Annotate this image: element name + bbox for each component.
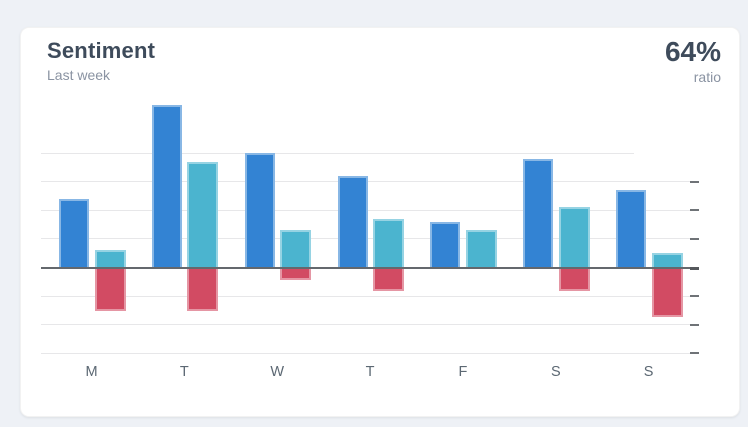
card-title: Sentiment — [47, 38, 156, 63]
gridline — [41, 324, 699, 326]
axis-tick-mark — [690, 237, 699, 240]
x-axis-label: M — [85, 364, 98, 380]
bar-negative — [94, 268, 126, 312]
bar-negative — [280, 268, 312, 280]
bar-negative — [558, 268, 590, 292]
x-axis-label: T — [365, 364, 375, 380]
card-header: Sentiment Last week 64% ratio — [21, 28, 739, 85]
bar-positive-secondary — [651, 253, 683, 268]
bar-positive-primary — [151, 104, 182, 268]
x-axis-label: T — [179, 364, 189, 380]
bar-positive-secondary — [373, 218, 404, 268]
gridline — [41, 181, 699, 183]
bar-positive-primary — [244, 153, 275, 268]
ratio-label: ratio — [693, 68, 721, 85]
bar-positive-secondary — [465, 230, 497, 268]
axis-tick-mark — [690, 323, 699, 326]
bar-negative — [187, 268, 219, 312]
gridline — [41, 152, 634, 154]
x-axis-label: W — [270, 364, 285, 380]
sentiment-card: Sentiment Last week 64% ratio M T W T F S S — [20, 27, 740, 417]
gridline — [41, 295, 699, 297]
ratio-block: 64% ratio — [665, 36, 721, 85]
gridline — [41, 209, 699, 211]
x-axis-label: F — [458, 364, 468, 380]
card-subtitle: Last week — [47, 66, 111, 83]
bar-positive-primary — [430, 221, 461, 268]
axis-tick-mark — [690, 180, 699, 183]
zero-axis-line — [41, 266, 699, 269]
bar-positive-primary — [523, 158, 554, 268]
bar-negative — [373, 268, 404, 292]
x-axis-label: S — [550, 364, 561, 380]
ratio-value: 64% — [664, 36, 721, 67]
bar-negative — [651, 268, 683, 318]
axis-tick-mark — [690, 295, 699, 298]
axis-tick-mark — [690, 209, 699, 212]
bar-positive-primary — [59, 198, 89, 268]
bar-positive-primary — [616, 190, 647, 268]
bar-positive-secondary — [187, 161, 219, 268]
gridline — [41, 352, 699, 354]
bar-positive-secondary — [280, 230, 312, 268]
gridline — [41, 238, 699, 240]
x-axis-label: S — [643, 364, 654, 380]
card-titles: Sentiment Last week — [47, 36, 155, 83]
axis-tick-mark — [690, 352, 699, 355]
axis-tick-mark — [690, 266, 699, 270]
bar-positive-secondary — [558, 207, 590, 268]
bar-positive-secondary — [94, 250, 126, 268]
bar-positive-primary — [337, 176, 368, 268]
